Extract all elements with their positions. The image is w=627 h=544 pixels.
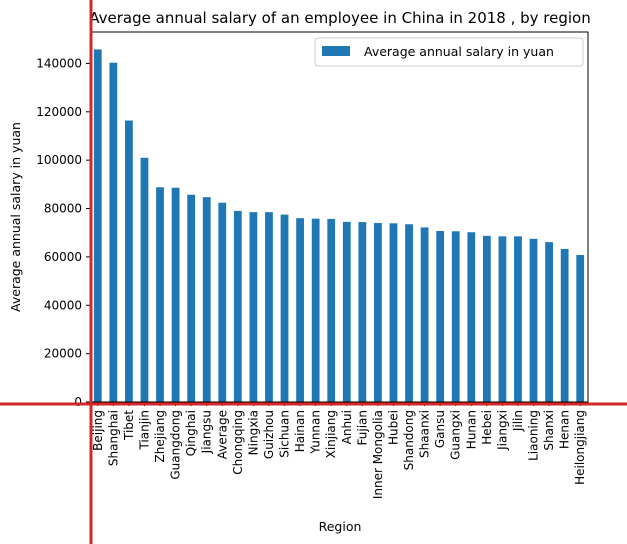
x-tick-label: Jiangxi bbox=[495, 410, 509, 451]
x-tick-label: Jilin bbox=[511, 410, 525, 432]
x-tick-label: Henan bbox=[558, 410, 572, 449]
y-tick-label: 60000 bbox=[44, 250, 82, 264]
y-tick-label: 40000 bbox=[44, 298, 82, 312]
legend-label: Average annual salary in yuan bbox=[364, 44, 554, 59]
bar-henan bbox=[560, 248, 569, 402]
x-tick-label: Guizhou bbox=[262, 410, 276, 459]
x-tick-label: Hebei bbox=[480, 410, 494, 445]
x-tick-label: Shanghai bbox=[106, 410, 120, 466]
x-tick-label: Tianjin bbox=[137, 410, 151, 451]
x-tick-label: Zhejiang bbox=[153, 410, 167, 462]
legend-swatch bbox=[322, 46, 350, 56]
y-tick-label: 20000 bbox=[44, 347, 82, 361]
y-tick-label: 100000 bbox=[36, 153, 82, 167]
bar-hubei bbox=[389, 223, 398, 402]
bar-jilin bbox=[514, 236, 522, 402]
bar-shandong bbox=[405, 224, 413, 402]
x-tick-label: Tibet bbox=[122, 410, 136, 441]
bar-ningxia bbox=[249, 212, 258, 402]
x-tick-label: Shaanxi bbox=[418, 410, 432, 458]
bar-average bbox=[218, 202, 227, 402]
bar-jiangxi bbox=[498, 236, 507, 402]
x-tick-label: Liaoning bbox=[527, 410, 541, 461]
legend: Average annual salary in yuan bbox=[314, 37, 584, 67]
bar-gansu bbox=[436, 231, 445, 402]
bar-guizhou bbox=[265, 212, 273, 402]
x-tick-label: Yunnan bbox=[309, 410, 323, 455]
x-tick-label: Guangdong bbox=[169, 410, 183, 480]
x-tick-label: Hunan bbox=[464, 410, 478, 449]
x-tick-label: Sichuan bbox=[278, 410, 292, 458]
x-tick-label: Qinghai bbox=[184, 410, 198, 456]
y-tick-label: 120000 bbox=[36, 105, 82, 119]
x-tick-label: Heilongjiang bbox=[573, 410, 587, 485]
legend-box bbox=[314, 37, 584, 67]
chart-title: Average annual salary of an employee in … bbox=[89, 9, 590, 27]
bar-hunan bbox=[467, 232, 476, 402]
x-tick-label: Shanxi bbox=[542, 410, 556, 451]
x-tick-label: Chongqing bbox=[231, 410, 245, 475]
bar-hainan bbox=[296, 218, 304, 402]
x-tick-label: Gansu bbox=[433, 410, 447, 448]
bar-guangdong bbox=[171, 187, 180, 402]
bar-tianjin bbox=[140, 157, 149, 402]
bar-liaoning bbox=[529, 238, 538, 402]
bar-heilongjiang bbox=[576, 254, 585, 402]
bars-group bbox=[93, 49, 585, 403]
bar-fujian bbox=[358, 222, 367, 402]
plot-frame bbox=[89, 31, 589, 403]
x-tick-label: Hubei bbox=[386, 410, 400, 445]
x-tick-label: Shandong bbox=[402, 410, 416, 470]
bar-shanghai bbox=[109, 62, 118, 403]
bar-shaanxi bbox=[420, 227, 429, 402]
bar-yunnan bbox=[311, 218, 320, 402]
x-tick-label: Beijing bbox=[91, 410, 105, 451]
x-axis-label: Region bbox=[319, 519, 362, 534]
bar-sichuan bbox=[280, 214, 289, 402]
bar-xinjiang bbox=[327, 218, 336, 402]
bar-zhejiang bbox=[156, 187, 164, 402]
y-tick-label: 140000 bbox=[36, 56, 82, 70]
x-tick-label: Anhui bbox=[340, 410, 354, 444]
bar-beijing bbox=[93, 49, 102, 402]
bar-chongqing bbox=[233, 210, 242, 402]
x-tick-label: Xinjiang bbox=[324, 410, 338, 458]
bar-inner-mongolia bbox=[374, 223, 382, 402]
x-tick-label: Inner Mongolia bbox=[371, 410, 385, 499]
x-tick-label: Ningxia bbox=[246, 410, 260, 455]
x-tick-label: Fujian bbox=[355, 410, 369, 445]
y-axis-label: Average annual salary in yuan bbox=[8, 122, 23, 312]
y-tick-label: 0 bbox=[74, 395, 82, 409]
bar-hebei bbox=[482, 235, 491, 402]
bar-jiangsu bbox=[202, 197, 211, 402]
y-axis-ticks: 0 20000 40000 60000 80000 100000 120000 140000 bbox=[36, 56, 90, 409]
x-tick-label: Jiangsu bbox=[200, 410, 214, 454]
bar-anhui bbox=[342, 221, 351, 402]
bar-guangxi bbox=[451, 231, 460, 402]
x-tick-label: Guangxi bbox=[449, 410, 463, 460]
y-tick-label: 80000 bbox=[44, 202, 82, 216]
bar-tibet bbox=[125, 120, 133, 402]
x-tick-label: Average bbox=[215, 410, 229, 459]
bar-shanxi bbox=[545, 242, 553, 402]
x-tick-label: Hainan bbox=[293, 410, 307, 452]
x-axis-ticks: Beijing Shanghai Tibet Tianjin Zhejiang Guang… bbox=[91, 402, 587, 499]
bar-qinghai bbox=[187, 194, 196, 402]
